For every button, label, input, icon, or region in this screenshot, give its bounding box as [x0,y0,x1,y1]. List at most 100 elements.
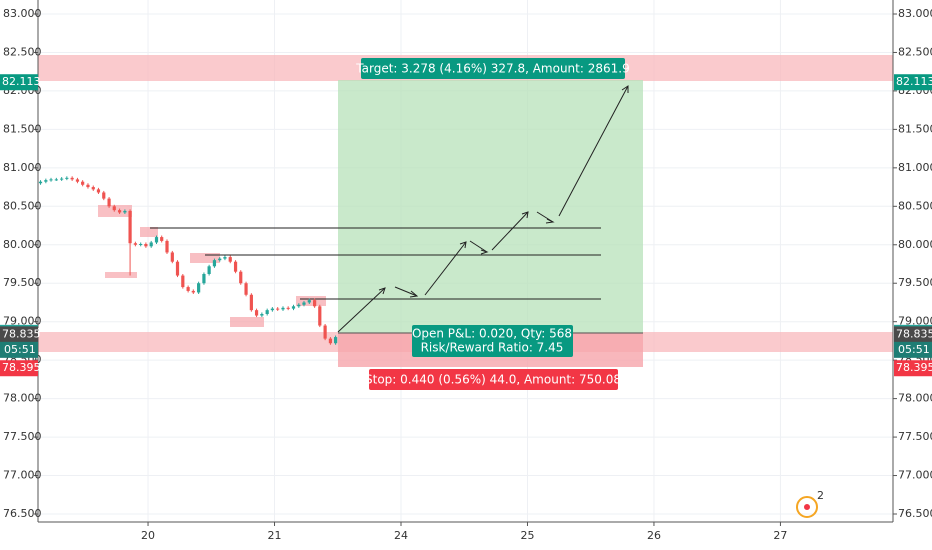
x-tick-label: 24 [394,529,408,542]
candle-body [86,184,90,188]
candle-body [139,244,143,245]
arrow [424,241,467,296]
candle-body [112,206,116,211]
highlight-box [230,317,264,327]
candle-body [323,325,327,339]
y-tick-label: 79.500 [898,276,932,289]
stop-box-bg [369,369,618,390]
candle-body [202,274,206,284]
y-tick-label: 79.500 [3,276,42,289]
alert-icon[interactable]: 2 [796,489,824,518]
candle-body [270,308,274,311]
candle-body [233,261,238,272]
candle-body [328,338,333,344]
target-zone [338,80,643,333]
candle-body [223,257,227,259]
candle-body [102,192,106,199]
price-label-bg [894,326,932,343]
candle-body [249,294,253,311]
arrow-heads [378,85,629,298]
y-tick-label: 80.500 [898,199,932,212]
countdown-bg [894,341,932,358]
candle-body [54,179,58,181]
y-tick-label: 80.000 [3,238,42,251]
candle-body [313,300,317,307]
price-label-bg [894,360,932,377]
highlight-box [140,227,158,237]
candle-body [254,310,259,316]
candle-body [70,177,74,180]
highlight-box [98,205,132,217]
y-tick-label: 77.500 [898,430,932,443]
alert-dot [804,504,810,510]
x-tick-label: 27 [773,529,787,542]
y-tick-label: 79.000 [3,315,42,328]
candle-body [91,187,95,190]
y-tick-label: 77.000 [3,469,42,482]
target-label: Target: 3.278 (4.16%) 327.8, Amount: 286… [355,62,629,76]
price-label-bg [0,360,38,377]
candle-body [96,189,101,193]
candle-body [318,306,322,326]
x-tick-label: 21 [268,529,282,542]
candle-body [302,302,306,305]
candle-body [75,179,80,182]
candle-body [160,237,164,241]
alert-ring [796,496,818,518]
candle-body [81,181,85,185]
candle-body [239,271,243,284]
y-tick-label: 82.500 [3,45,42,58]
candle-body [307,300,311,303]
candle-body [144,244,148,247]
candle-body [260,314,264,316]
candle-body [265,310,269,314]
candle-body [175,261,180,276]
highlight-box [296,296,326,306]
x-tick-label: 25 [520,529,534,542]
candle-body [281,307,285,310]
candle-body [186,287,190,291]
projection [337,85,629,333]
arrow [491,211,529,251]
candle-body [170,252,174,262]
countdown-bg [0,341,38,358]
x-tick-label: 20 [141,529,155,542]
target-box: Target: 3.278 (4.16%) 327.8, Amount: 286… [355,58,630,79]
candle-body [197,283,201,293]
candle-body [228,257,232,262]
y-tick-label: 83.000 [898,7,932,20]
candle-body [123,210,127,213]
candle-body [149,242,153,247]
candle-body [207,266,211,274]
rr-label: Risk/Reward Ratio: 7.45 [421,341,564,355]
candle-body [107,198,111,207]
highlight-box [105,272,137,278]
price-label: 78.395 [896,361,932,374]
y-tick-label: 76.500 [898,507,932,520]
x-tick-label: 26 [647,529,661,542]
stop-box: Stop: 0.440 (0.56%) 44.0, Amount: 750.08 [365,369,621,390]
y-tick-label: 76.500 [3,507,42,520]
pnl-box-bg [412,325,573,357]
price-label-bg [0,326,38,343]
price-label: 82.113 [896,75,932,88]
y-tick-label: 80.500 [3,199,42,212]
candle-body [165,240,169,253]
countdown-label: 05:51 [4,343,36,356]
y-tick-label: 81.500 [898,122,932,135]
candle-body [154,237,159,243]
stop-label: Stop: 0.440 (0.56%) 44.0, Amount: 750.08 [365,373,621,387]
candle-body [44,180,48,182]
axis-labels: 76.500 76.500 77.000 77.000 77.500 77.500 78.0… [0,7,932,542]
candle-body [218,258,222,261]
y-tick-label: 81.500 [3,122,42,135]
candle-body [60,178,64,180]
pnl-label: Open P&L: 0.020, Qty: 568 [412,327,572,341]
y-tick-label: 77.500 [3,430,42,443]
y-tick-label: 81.000 [898,161,932,174]
candle-body [212,260,217,267]
candle-body [133,243,137,245]
y-tick-label: 83.000 [3,7,42,20]
y-tick-label: 81.000 [3,161,42,174]
y-tick-label: 82.500 [898,45,932,58]
